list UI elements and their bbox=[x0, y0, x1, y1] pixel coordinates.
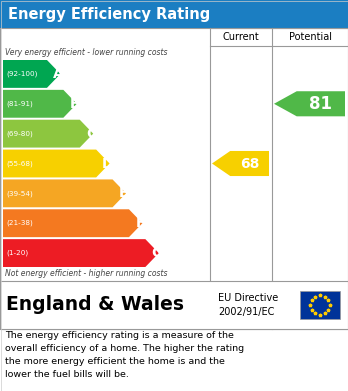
Text: F: F bbox=[136, 216, 145, 230]
Polygon shape bbox=[3, 120, 93, 147]
Polygon shape bbox=[274, 91, 345, 117]
Polygon shape bbox=[3, 209, 142, 237]
Text: 81: 81 bbox=[309, 95, 332, 113]
Text: (81-91): (81-91) bbox=[6, 100, 33, 107]
Text: (55-68): (55-68) bbox=[6, 160, 33, 167]
Text: E: E bbox=[119, 187, 129, 200]
Text: Potential: Potential bbox=[288, 32, 332, 42]
Text: (39-54): (39-54) bbox=[6, 190, 33, 197]
Text: C: C bbox=[86, 127, 96, 141]
Polygon shape bbox=[3, 150, 110, 178]
Text: EU Directive
2002/91/EC: EU Directive 2002/91/EC bbox=[218, 293, 278, 317]
Text: The energy efficiency rating is a measure of the
overall efficiency of a home. T: The energy efficiency rating is a measur… bbox=[5, 331, 244, 378]
Text: (69-80): (69-80) bbox=[6, 130, 33, 137]
Bar bbox=[0, 0, 348, 28]
Text: Energy Efficiency Rating: Energy Efficiency Rating bbox=[8, 7, 210, 22]
Text: (92-100): (92-100) bbox=[6, 71, 37, 77]
Text: B: B bbox=[70, 97, 80, 111]
Polygon shape bbox=[3, 239, 159, 267]
Polygon shape bbox=[3, 179, 126, 207]
Text: (21-38): (21-38) bbox=[6, 220, 33, 226]
Polygon shape bbox=[3, 60, 61, 88]
Text: Not energy efficient - higher running costs: Not energy efficient - higher running co… bbox=[5, 269, 167, 278]
Text: D: D bbox=[102, 156, 113, 170]
Polygon shape bbox=[212, 151, 269, 176]
Text: Very energy efficient - lower running costs: Very energy efficient - lower running co… bbox=[5, 48, 167, 57]
Bar bbox=[0, 281, 348, 329]
Bar bbox=[300, 291, 340, 319]
Text: (1-20): (1-20) bbox=[6, 250, 28, 256]
Text: 68: 68 bbox=[240, 156, 259, 170]
Text: A: A bbox=[53, 67, 64, 81]
Polygon shape bbox=[3, 90, 77, 118]
Text: England & Wales: England & Wales bbox=[6, 296, 184, 314]
Bar bbox=[0, 28, 348, 329]
Text: G: G bbox=[151, 246, 163, 260]
Text: Current: Current bbox=[223, 32, 259, 42]
